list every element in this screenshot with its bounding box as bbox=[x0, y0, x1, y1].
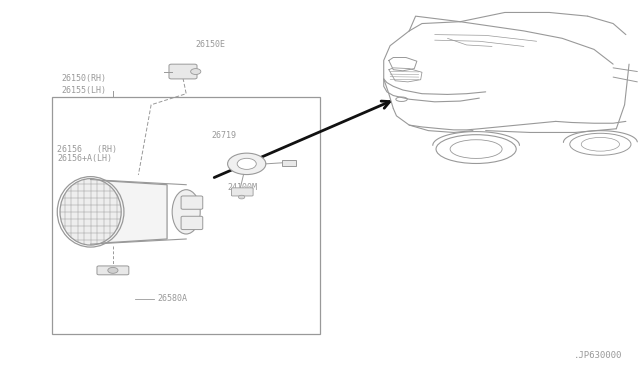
FancyBboxPatch shape bbox=[97, 266, 129, 275]
Text: 26150E: 26150E bbox=[196, 41, 226, 49]
Circle shape bbox=[239, 195, 245, 199]
Bar bbox=[282, 160, 296, 166]
Ellipse shape bbox=[172, 190, 200, 234]
Text: 24100M: 24100M bbox=[228, 183, 258, 192]
FancyBboxPatch shape bbox=[181, 216, 203, 230]
Text: 26150(RH): 26150(RH) bbox=[62, 74, 107, 83]
Text: 26155(LH): 26155(LH) bbox=[62, 86, 107, 94]
Ellipse shape bbox=[237, 158, 256, 169]
Ellipse shape bbox=[60, 179, 121, 245]
Text: 26719: 26719 bbox=[212, 131, 237, 140]
Bar bbox=[52, 97, 320, 334]
FancyBboxPatch shape bbox=[181, 196, 203, 209]
Polygon shape bbox=[84, 180, 167, 244]
Circle shape bbox=[191, 68, 201, 74]
Text: 26156   (RH): 26156 (RH) bbox=[58, 145, 118, 154]
Text: 26156+A(LH): 26156+A(LH) bbox=[58, 154, 113, 163]
Circle shape bbox=[108, 267, 118, 273]
Ellipse shape bbox=[228, 153, 266, 174]
FancyBboxPatch shape bbox=[232, 188, 253, 196]
Text: .JP630000: .JP630000 bbox=[574, 350, 623, 359]
Text: 26580A: 26580A bbox=[157, 294, 188, 303]
FancyBboxPatch shape bbox=[169, 64, 197, 79]
